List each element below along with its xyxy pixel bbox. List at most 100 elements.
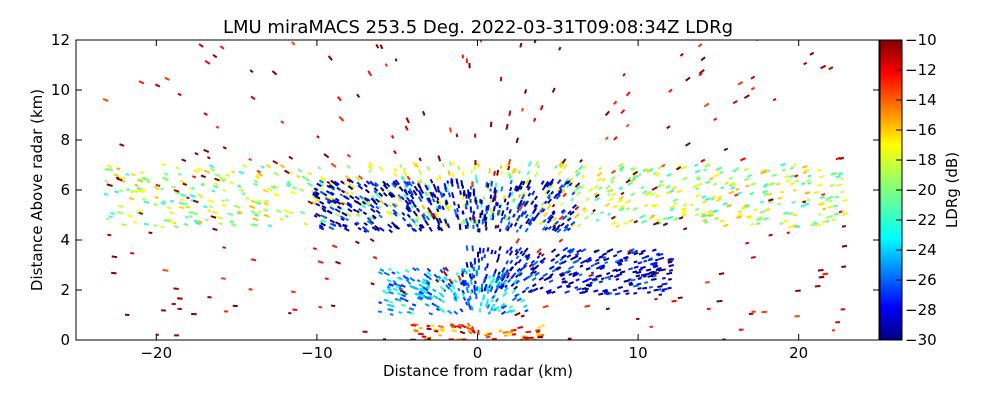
radar-gate: [523, 305, 527, 307]
radar-gate: [389, 302, 393, 303]
radar-gate: [819, 277, 824, 278]
radar-gate: [453, 173, 454, 177]
radar-gate: [524, 248, 527, 252]
radar-gate: [557, 286, 562, 288]
radar-gate: [491, 122, 492, 127]
radar-gate: [769, 235, 773, 236]
radar-gate: [751, 257, 756, 258]
radar-gate: [404, 168, 406, 171]
radar-gate: [751, 183, 756, 185]
radar-gate: [516, 275, 519, 278]
radar-gate: [401, 305, 406, 306]
radar-gate: [808, 176, 811, 177]
radar-gate: [651, 279, 656, 280]
colorbar-tick-label: −20: [905, 181, 937, 199]
radar-gate: [251, 201, 256, 203]
radar-gate: [104, 194, 108, 195]
radar-gate: [646, 273, 651, 274]
radar-gate: [633, 293, 636, 294]
radar-gate: [662, 184, 665, 185]
radar-gate: [787, 232, 790, 233]
radar-gate: [299, 189, 303, 191]
radar-gate: [438, 326, 444, 327]
radar-gate: [378, 302, 381, 303]
radar-gate: [496, 299, 498, 302]
radar-gate: [500, 229, 501, 232]
radar-gate: [649, 258, 652, 259]
radar-gate: [407, 176, 409, 180]
radar-gate: [291, 191, 296, 193]
radar-gate: [792, 202, 796, 203]
radar-gate: [369, 170, 371, 172]
radar-gate: [778, 197, 783, 198]
radar-gate: [512, 273, 515, 277]
radar-gate: [405, 270, 409, 272]
radar-gate: [488, 205, 489, 211]
radar-gate: [682, 177, 687, 179]
radar-gate: [355, 241, 359, 243]
radar-gate: [153, 204, 157, 205]
radar-gate: [500, 205, 501, 208]
radar-gate: [226, 174, 230, 176]
radar-gate: [580, 265, 583, 266]
radar-gate: [154, 225, 158, 226]
radar-gate: [714, 174, 719, 176]
radar-gate: [396, 272, 399, 274]
radar-gate: [638, 288, 642, 289]
radar-gate: [284, 171, 289, 174]
radar-gate: [488, 312, 490, 315]
radar-gate: [593, 210, 595, 212]
radar-gate: [446, 285, 449, 289]
radar-gate: [682, 166, 687, 169]
radar-gate: [738, 193, 742, 194]
radar-gate: [417, 280, 420, 282]
radar-gate: [433, 198, 435, 202]
radar-gate: [525, 277, 528, 280]
radar-gate: [317, 136, 319, 138]
colorbar-tick-label: −28: [905, 301, 937, 319]
radar-gate: [642, 288, 647, 289]
radar-gate: [558, 171, 561, 175]
radar-gate: [805, 204, 809, 205]
radar-gate: [387, 289, 391, 290]
radar-gate: [532, 191, 534, 195]
radar-gate: [686, 143, 691, 146]
radar-gate: [694, 164, 698, 166]
radar-gate: [209, 165, 214, 167]
radar-gate: [834, 214, 840, 215]
radar-gate: [562, 278, 565, 280]
radar-gate: [472, 326, 474, 329]
radar-gate: [268, 225, 272, 226]
radar-gate: [486, 182, 487, 188]
radar-gate: [439, 200, 441, 205]
radar-gate: [602, 253, 606, 255]
y-tick-label: 6: [60, 181, 70, 199]
radar-gate: [199, 44, 203, 47]
radar-gate: [661, 291, 664, 292]
radar-gate: [628, 182, 633, 185]
radar-gate: [335, 209, 340, 212]
radar-gate: [793, 164, 796, 165]
radar-gate: [736, 216, 741, 217]
radar-gate: [491, 208, 492, 212]
colorbar-tick-label: −26: [905, 271, 937, 289]
radar-gate: [274, 172, 279, 175]
radar-gate: [398, 312, 402, 313]
radar-gate: [818, 214, 821, 215]
radar-gate: [662, 165, 665, 167]
radar-gate: [666, 273, 672, 274]
radar-gate: [187, 206, 190, 207]
radar-gate: [681, 208, 686, 210]
radar-gate: [807, 200, 811, 201]
radar-gate: [258, 174, 263, 176]
radar-gate: [738, 211, 741, 212]
radar-gate: [213, 186, 218, 188]
radar-gate: [487, 263, 488, 267]
radar-gate: [384, 273, 389, 276]
radar-gate: [512, 298, 516, 301]
radar-gate: [179, 207, 184, 209]
radar-gate: [442, 206, 444, 210]
radar-gate: [827, 197, 832, 198]
radar-gate: [762, 191, 766, 192]
radar-gate: [516, 138, 518, 143]
